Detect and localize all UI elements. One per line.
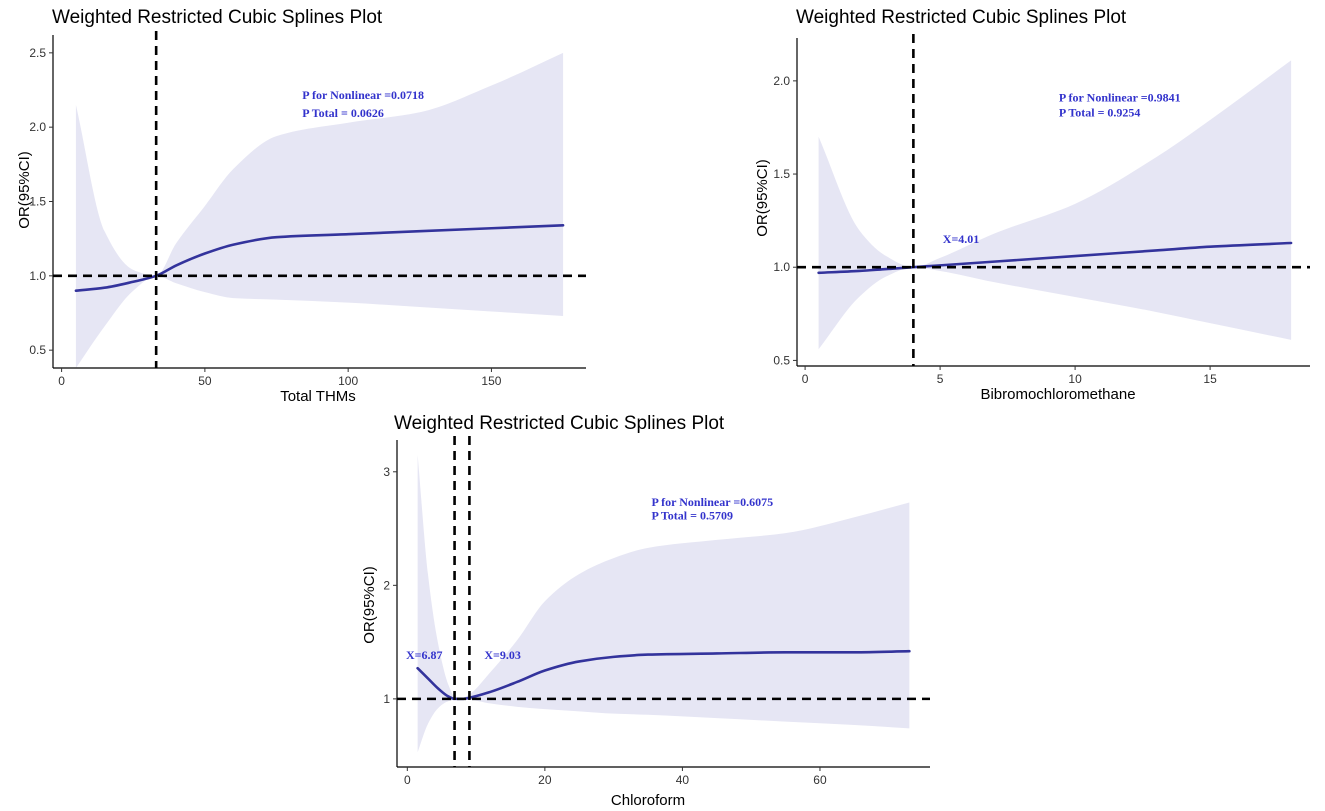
y-tick-label: 0.5: [29, 343, 46, 357]
annotation: P for Nonlinear =0.6075: [651, 495, 773, 509]
y-tick-label: 1.5: [773, 167, 790, 181]
x-tick-label: 50: [198, 374, 212, 388]
y-tick-label: 0.5: [773, 353, 790, 367]
y-tick-label: 1: [383, 692, 390, 706]
panel-title: Weighted Restricted Cubic Splines Plot: [796, 7, 1127, 28]
y-tick-label: 2.0: [773, 74, 790, 88]
x-tick-label: 150: [481, 374, 501, 388]
panel-total-thms: Weighted Restricted Cubic Splines Plot T…: [16, 7, 586, 405]
y-tick-label: 1.0: [29, 269, 46, 283]
y-axis-label: OR(95%CI): [361, 566, 378, 644]
x-tick-label: 5: [937, 372, 944, 386]
x-tick-label: 15: [1203, 372, 1217, 386]
confidence-band: [417, 454, 910, 753]
annotation: X=9.03: [484, 648, 521, 662]
x-tick-label: 0: [58, 374, 65, 388]
confidence-band: [818, 60, 1292, 350]
annotation: P Total = 0.0626: [302, 106, 384, 120]
annotation: P for Nonlinear =0.9841: [1059, 90, 1181, 104]
x-axis-label: Bibromochloromethane: [980, 386, 1135, 403]
annotation: X=4.01: [943, 232, 980, 246]
confidence-band: [75, 52, 564, 369]
x-axis-label: Total THMs: [280, 388, 356, 405]
annotation: P Total = 0.9254: [1059, 105, 1141, 119]
spline-line: [817, 241, 1293, 275]
plot-area: 0 5 10 15 0.5 1.0 1.5 2.0 P for Nonlinear =0.984…: [773, 34, 1310, 386]
annotation: X=6.87: [406, 648, 443, 662]
y-tick-label: 1.5: [29, 195, 46, 209]
annotation: P for Nonlinear =0.0718: [302, 88, 424, 102]
y-tick-label: 2.0: [29, 120, 46, 134]
x-tick-label: 10: [1068, 372, 1082, 386]
y-tick-label: 3: [383, 465, 390, 479]
y-axis-label: OR(95%CI): [754, 159, 771, 237]
plot-area: 0 50 100 150 0.5 1.0 1.5 2.0 2.5 P for Nonlinear …: [29, 31, 586, 388]
panel-title: Weighted Restricted Cubic Splines Plot: [394, 413, 725, 434]
y-tick-label: 2.5: [29, 46, 46, 60]
panel-bibromochloromethane: Weighted Restricted Cubic Splines Plot B…: [754, 7, 1310, 403]
panel-chloroform: Weighted Restricted Cubic Splines Plot C…: [361, 413, 930, 809]
annotation: P Total = 0.5709: [651, 508, 733, 522]
x-tick-label: 40: [676, 773, 690, 787]
x-tick-label: 20: [538, 773, 552, 787]
x-tick-label: 0: [802, 372, 809, 386]
y-tick-label: 1.0: [773, 260, 790, 274]
x-axis-label: Chloroform: [611, 792, 685, 809]
y-axis-label: OR(95%CI): [16, 151, 33, 229]
x-tick-label: 60: [813, 773, 827, 787]
x-tick-label: 100: [338, 374, 358, 388]
x-tick-label: 0: [404, 773, 411, 787]
y-tick-label: 2: [383, 578, 390, 592]
spline-line: [74, 223, 565, 292]
panel-title: Weighted Restricted Cubic Splines Plot: [52, 7, 383, 28]
spline-line: [416, 649, 911, 701]
